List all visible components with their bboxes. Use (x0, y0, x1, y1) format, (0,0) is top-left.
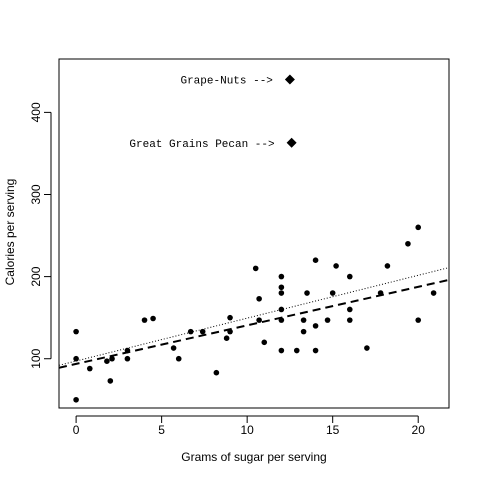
fit-lines (59, 267, 449, 369)
data-point (415, 317, 422, 323)
data-point (252, 265, 259, 272)
data-point (278, 347, 285, 354)
data-point (187, 328, 194, 335)
data-point (213, 369, 220, 376)
data-points (73, 224, 437, 403)
data-point (223, 335, 230, 342)
axes: 0 5 10 15 20 100 200 300 400 (29, 102, 425, 437)
data-point (333, 263, 339, 269)
data-point (278, 284, 285, 291)
x-tick-label: 5 (158, 423, 165, 437)
data-point (377, 290, 384, 296)
data-point (300, 328, 307, 335)
point-annotation: Great Grains Pecan --> (129, 139, 274, 151)
annotations: Grape-Nuts --> Great Grains Pecan --> (129, 74, 297, 151)
data-point (278, 306, 285, 313)
data-point (124, 355, 131, 362)
data-point (104, 358, 110, 364)
data-point (430, 290, 437, 296)
x-tick-label: 10 (240, 423, 254, 437)
data-point (73, 355, 79, 362)
data-point (384, 263, 391, 269)
data-point (329, 290, 336, 296)
data-point (312, 257, 319, 263)
data-point (405, 240, 411, 247)
highlighted-point (286, 137, 297, 148)
highlighted-point (284, 74, 295, 85)
y-axis-title: Calories per serving (3, 179, 17, 286)
data-point (346, 306, 353, 313)
y-tick-label: 200 (29, 266, 43, 286)
y-tick-label: 100 (29, 348, 43, 368)
data-point (175, 355, 182, 362)
x-tick-label: 0 (73, 423, 80, 437)
y-tick-label: 400 (29, 102, 43, 122)
y-tick-label: 300 (29, 184, 43, 204)
data-point (324, 317, 331, 323)
x-axis-title: Grams of sugar per serving (181, 450, 326, 464)
data-point (346, 273, 353, 280)
x-tick-label: 15 (326, 423, 340, 437)
data-point (86, 365, 93, 372)
data-point (278, 290, 285, 296)
dotted-fit-line (59, 267, 449, 366)
data-point (227, 314, 233, 321)
data-point (150, 315, 156, 322)
data-point (312, 347, 319, 354)
data-point (73, 396, 79, 403)
data-point (107, 378, 114, 384)
data-point (293, 347, 300, 354)
data-point (261, 339, 268, 346)
data-point (227, 328, 233, 335)
x-tick-label: 20 (412, 423, 426, 437)
data-point (364, 345, 370, 351)
data-point (312, 323, 319, 329)
dashed-fit-line (59, 278, 449, 369)
data-point (415, 224, 422, 231)
data-point (278, 317, 285, 323)
point-annotation: Grape-Nuts --> (180, 76, 272, 88)
data-point (141, 317, 148, 323)
plot-frame (58, 58, 450, 409)
plot-border (58, 58, 450, 409)
data-point (199, 328, 206, 335)
data-point (256, 317, 262, 323)
data-point (346, 317, 353, 323)
data-point (278, 273, 285, 280)
data-point (124, 347, 131, 354)
data-point (304, 290, 310, 296)
data-point (256, 295, 262, 302)
data-point (73, 328, 79, 335)
data-point (300, 317, 307, 323)
data-point (109, 355, 115, 362)
data-point (170, 345, 177, 351)
